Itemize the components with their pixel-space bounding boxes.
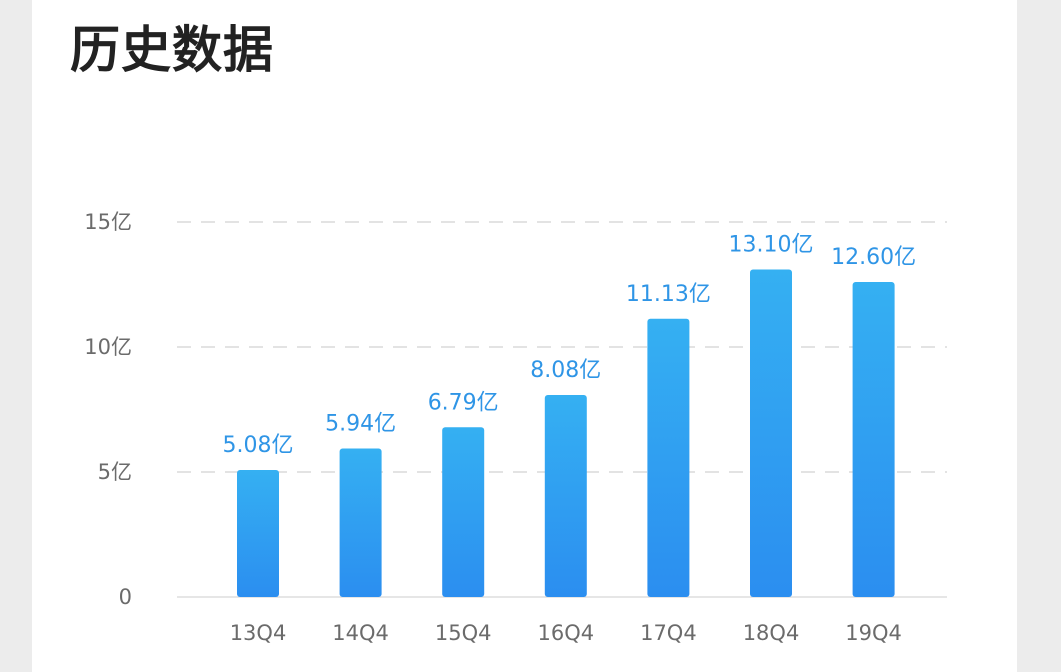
y-tick-label: 10亿 bbox=[84, 335, 132, 359]
bar-chart: 0 5亿 10亿 15亿 5.08亿 13Q4 5.94亿 14Q4 6.79亿 15Q4 8.08… bbox=[84, 210, 947, 645]
bar bbox=[339, 448, 382, 597]
bar bbox=[442, 427, 485, 597]
data-label: 6.79亿 bbox=[428, 390, 499, 415]
bar bbox=[647, 318, 690, 597]
bar bbox=[852, 282, 895, 597]
y-tick-label: 0 bbox=[119, 585, 132, 609]
x-tick-label: 16Q4 bbox=[537, 621, 594, 645]
bar bbox=[750, 269, 792, 597]
page-title: 历史数据 bbox=[70, 21, 274, 79]
x-tick-label: 15Q4 bbox=[435, 621, 492, 645]
data-label: 13.10亿 bbox=[729, 233, 814, 258]
bar bbox=[544, 395, 587, 597]
x-tick-label: 18Q4 bbox=[743, 621, 800, 645]
data-label: 8.08亿 bbox=[530, 358, 601, 383]
y-tick-label: 15亿 bbox=[84, 210, 132, 234]
x-tick-label: 17Q4 bbox=[640, 621, 697, 645]
data-label: 5.94亿 bbox=[325, 412, 396, 437]
x-tick-label: 14Q4 bbox=[332, 621, 389, 645]
data-label: 5.08亿 bbox=[223, 433, 294, 458]
x-tick-label: 19Q4 bbox=[845, 621, 902, 645]
chart-card: 历史数据 0 5亿 10亿 15亿 5.08亿 13Q4 5.94亿 14Q4 6.79亿 15Q… bbox=[32, 0, 1017, 672]
data-label: 12.60亿 bbox=[831, 245, 916, 270]
data-label: 11.13亿 bbox=[626, 282, 711, 307]
x-tick-label: 13Q4 bbox=[230, 621, 287, 645]
bar bbox=[237, 470, 279, 597]
y-tick-label: 5亿 bbox=[98, 460, 132, 484]
